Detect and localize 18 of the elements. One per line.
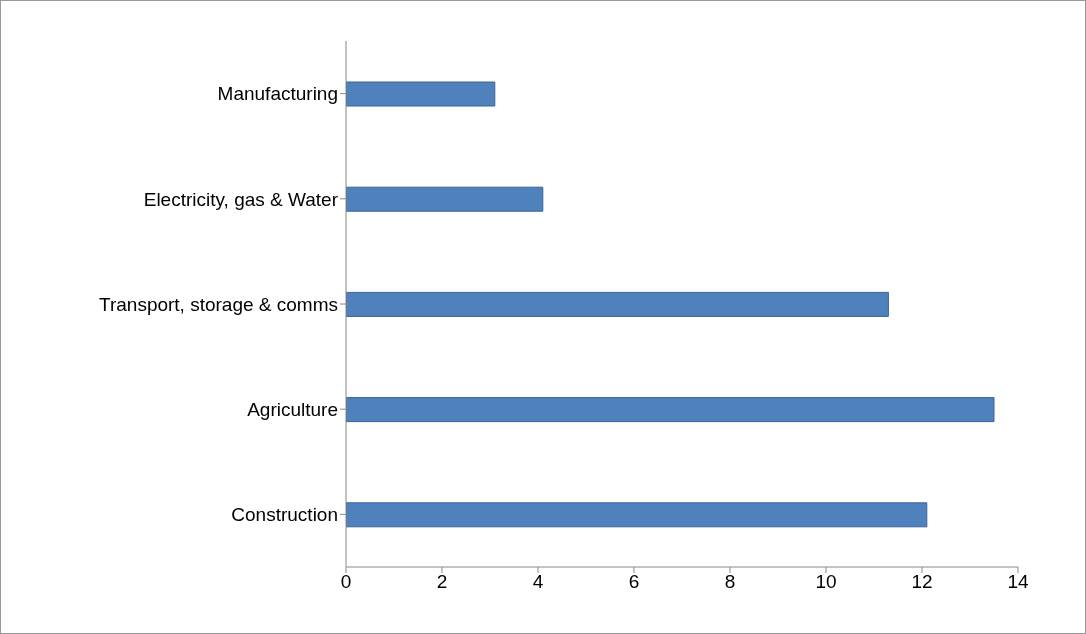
- y-tick-label: Manufacturing: [217, 83, 338, 105]
- x-tick-label: 4: [532, 571, 544, 593]
- bar: [346, 291, 889, 317]
- bar: [346, 502, 928, 528]
- x-tick-label: 10: [815, 571, 837, 593]
- bar: [346, 81, 496, 107]
- x-tick-label: 12: [911, 571, 933, 593]
- x-tick-label: 0: [340, 571, 352, 593]
- x-tick-label: 14: [1007, 571, 1029, 593]
- y-tick-label: Construction: [231, 504, 338, 526]
- x-tick-label: 8: [724, 571, 736, 593]
- bar: [346, 186, 544, 212]
- y-tick-label: Agriculture: [247, 398, 338, 420]
- x-tick-label: 2: [436, 571, 448, 593]
- bar: [346, 397, 995, 423]
- y-tick-label: Electricity, gas & Water: [143, 188, 339, 210]
- x-tick-label: 6: [628, 571, 640, 593]
- y-tick-label: Transport, storage & comms: [99, 293, 338, 315]
